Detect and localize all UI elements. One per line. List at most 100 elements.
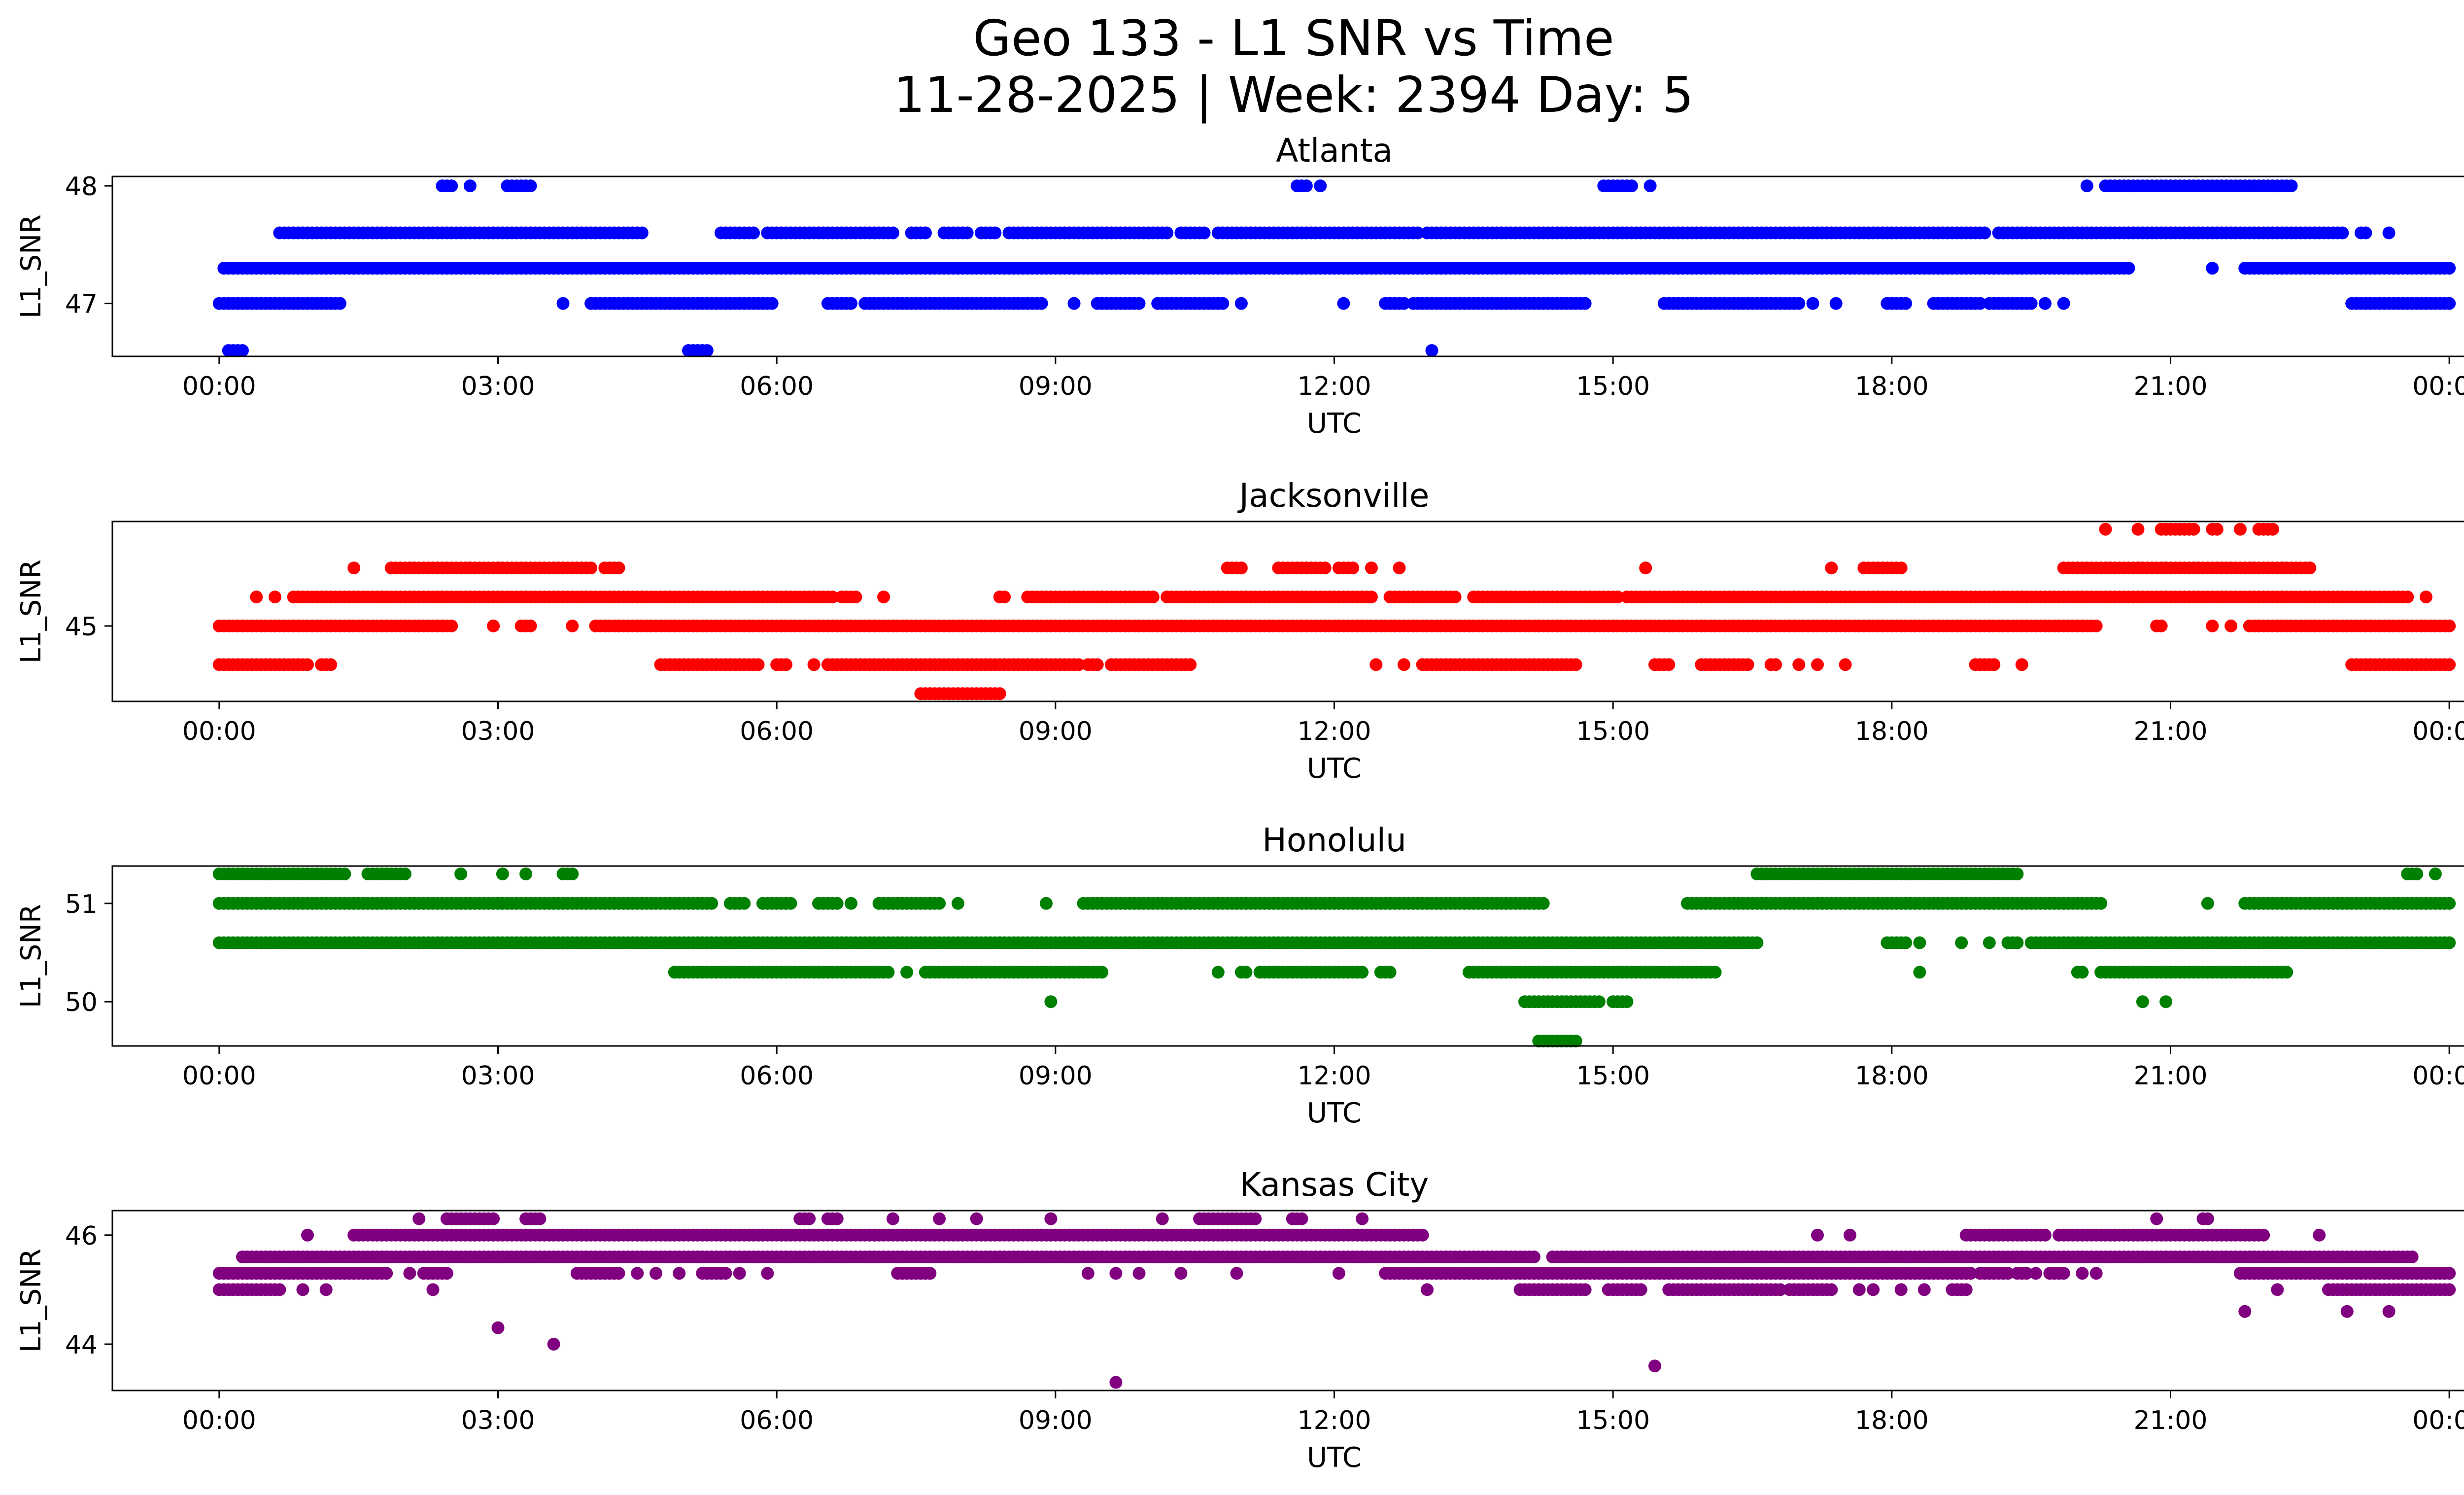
data-point	[780, 658, 792, 671]
data-point	[1132, 297, 1146, 310]
data-point	[2443, 936, 2456, 949]
x-tick-label: 12:00	[1298, 717, 1371, 746]
data-point	[826, 591, 839, 604]
data-point	[2057, 297, 2070, 310]
data-point	[519, 868, 533, 880]
data-point	[296, 1283, 309, 1296]
x-tick-label: 06:00	[740, 1406, 814, 1435]
x-tick-label: 00:00	[182, 1061, 256, 1091]
x-axis-label: UTC	[1307, 1097, 1362, 1129]
data-point	[2257, 1228, 2270, 1242]
data-point	[334, 297, 346, 310]
data-point	[970, 1212, 983, 1225]
data-point	[1337, 297, 1350, 310]
data-point	[1769, 658, 1782, 671]
x-tick-label: 18:00	[1855, 1406, 1929, 1435]
series-level-46	[2099, 522, 2279, 536]
data-point	[2443, 297, 2456, 310]
data-point	[650, 1267, 662, 1280]
series-level-43-3	[1109, 1376, 1123, 1389]
data-point	[2233, 522, 2247, 536]
data-point	[2303, 561, 2317, 575]
data-point	[1356, 1212, 1369, 1225]
data-point	[1040, 897, 1053, 910]
data-point	[524, 619, 537, 632]
series-level-46-6	[222, 344, 1438, 357]
y-axis-label: L1_SNR	[15, 214, 47, 318]
data-point	[2443, 897, 2456, 910]
data-point	[426, 1283, 440, 1296]
series-level-45-3	[250, 591, 2432, 604]
data-point	[1792, 297, 1806, 310]
data-point	[2201, 1212, 2214, 1225]
x-tick-label: 00:00	[2412, 1406, 2464, 1435]
data-point	[2076, 1267, 2089, 1280]
data-point	[1634, 1283, 1647, 1296]
data-point	[2122, 262, 2135, 275]
data-point	[612, 561, 625, 575]
data-point	[886, 226, 899, 240]
data-point	[1109, 1376, 1123, 1389]
data-point	[547, 1338, 560, 1351]
data-point	[2443, 619, 2456, 632]
data-point	[1852, 1283, 1866, 1296]
data-point	[2099, 522, 2112, 536]
data-point	[1578, 1283, 1592, 1296]
data-point	[849, 591, 862, 604]
x-tick-label: 03:00	[461, 717, 535, 746]
x-tick-label: 03:00	[461, 1406, 535, 1435]
x-tick-label: 15:00	[1576, 1061, 1650, 1091]
data-point	[324, 658, 338, 671]
data-point	[1161, 226, 1174, 240]
data-point	[1578, 297, 1592, 310]
data-point	[1425, 344, 1438, 357]
data-point	[2238, 1305, 2252, 1318]
data-point	[236, 344, 249, 357]
series-level-47-6	[273, 226, 2396, 240]
data-point	[2187, 522, 2200, 536]
data-point	[1448, 591, 1462, 604]
data-point	[1625, 179, 1638, 193]
data-point	[1184, 658, 1197, 671]
data-point	[1295, 1212, 1308, 1225]
data-point	[1806, 297, 1819, 310]
data-point	[900, 966, 914, 979]
data-point	[491, 1321, 505, 1334]
data-point	[2015, 658, 2028, 671]
data-point	[1035, 297, 1048, 310]
data-point	[1356, 966, 1369, 979]
data-points	[212, 179, 2456, 357]
data-point	[2224, 619, 2238, 632]
data-point	[1899, 297, 1913, 310]
data-point	[269, 591, 281, 604]
data-point	[1955, 936, 1968, 949]
data-point	[738, 897, 751, 910]
x-tick-label: 21:00	[2134, 717, 2208, 746]
data-point	[533, 1212, 547, 1225]
data-point	[1894, 561, 1908, 575]
x-tick-label: 15:00	[1576, 1406, 1650, 1435]
data-point	[1750, 936, 1764, 949]
data-point	[784, 897, 797, 910]
data-point	[1132, 1267, 1146, 1280]
data-point	[1974, 297, 1986, 310]
data-point	[2336, 226, 2349, 240]
data-point	[487, 619, 500, 632]
data-point	[2206, 619, 2219, 632]
data-point	[2443, 658, 2456, 671]
data-point	[1811, 1228, 1824, 1242]
data-point	[2405, 1251, 2419, 1263]
data-point	[612, 1267, 625, 1280]
y-tick-label: 45	[65, 612, 98, 642]
data-point	[1741, 658, 1754, 671]
data-point	[2382, 226, 2396, 240]
data-point	[1146, 591, 1160, 604]
data-point	[877, 591, 890, 604]
data-point	[705, 897, 719, 910]
x-tick-label: 06:00	[740, 1061, 814, 1091]
data-point	[1239, 966, 1253, 979]
data-point	[1369, 658, 1383, 671]
data-point	[2136, 995, 2149, 1008]
x-tick-label: 00:00	[182, 717, 256, 746]
data-point	[830, 1212, 844, 1225]
